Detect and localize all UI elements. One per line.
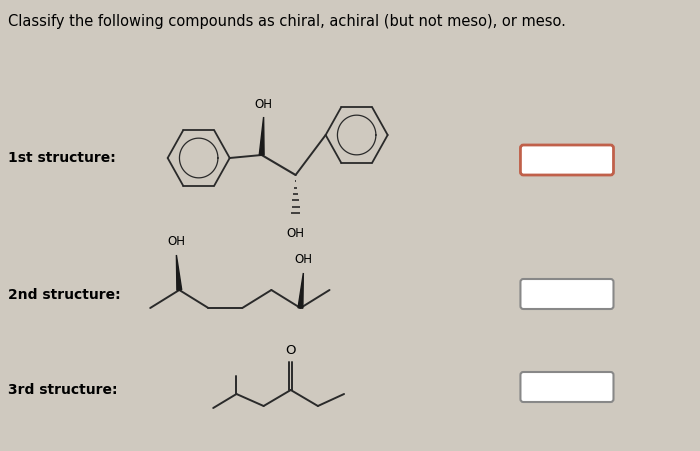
FancyBboxPatch shape xyxy=(520,372,613,402)
Text: Classify the following compounds as chiral, achiral (but not meso), or meso.: Classify the following compounds as chir… xyxy=(8,14,566,29)
Text: OH: OH xyxy=(286,227,304,240)
Text: OH: OH xyxy=(295,253,312,266)
Polygon shape xyxy=(298,273,303,308)
Text: OH: OH xyxy=(255,98,272,111)
Text: O: O xyxy=(286,344,296,357)
Text: 2nd structure:: 2nd structure: xyxy=(8,288,120,302)
Text: 1st structure:: 1st structure: xyxy=(8,151,116,165)
Text: OH: OH xyxy=(167,235,186,248)
Polygon shape xyxy=(176,255,182,290)
Text: 3rd structure:: 3rd structure: xyxy=(8,383,118,397)
Polygon shape xyxy=(259,117,264,155)
FancyBboxPatch shape xyxy=(520,145,613,175)
FancyBboxPatch shape xyxy=(520,279,613,309)
